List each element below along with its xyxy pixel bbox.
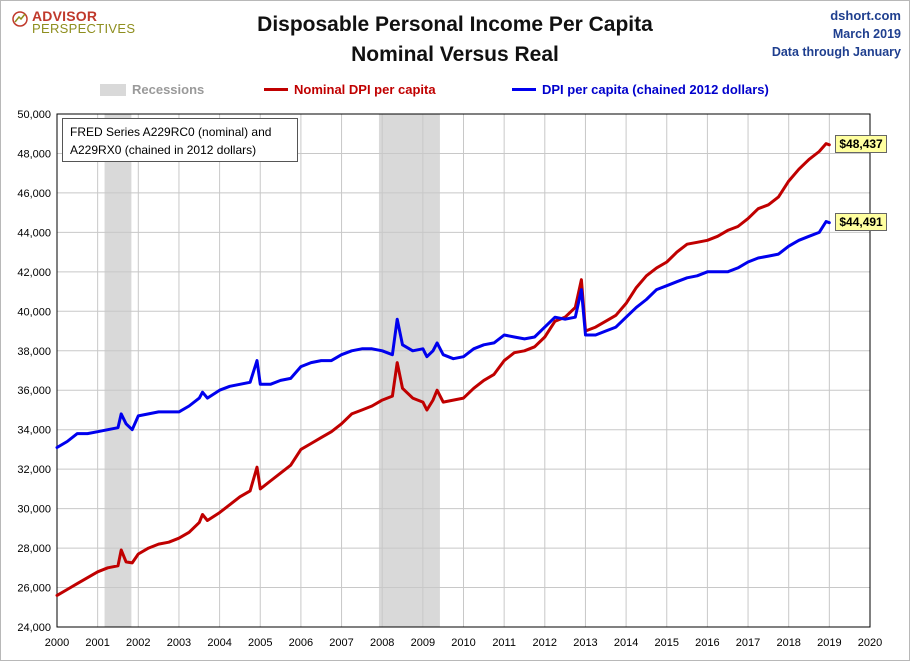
source-date: March 2019 <box>832 27 901 41</box>
recession-band <box>378 114 440 627</box>
source-site: dshort.com <box>830 8 901 23</box>
source-note: FRED Series A229RC0 (nominal) and A229RX… <box>62 118 298 162</box>
chart-title-block: Disposable Personal Income Per Capita No… <box>0 10 910 70</box>
legend-swatch-nominal <box>264 88 288 91</box>
y-tick-label: 26,000 <box>17 583 51 595</box>
y-tick-label: 44,000 <box>17 227 51 239</box>
logo-text-advisor: ADVISOR <box>32 8 98 24</box>
y-tick-label: 36,000 <box>17 385 51 397</box>
y-tick-label: 50,000 <box>17 109 51 121</box>
source-note-line1: FRED Series A229RC0 (nominal) and <box>70 125 272 139</box>
x-tick-label: 2003 <box>167 637 191 649</box>
recession-band <box>104 114 132 627</box>
chart-subtitle: Nominal Versus Real <box>351 43 559 66</box>
x-tick-label: 2000 <box>45 637 69 649</box>
x-tick-label: 2005 <box>248 637 272 649</box>
plot-border <box>56 113 871 628</box>
x-tick-label: 2013 <box>573 637 597 649</box>
end-label-nominal: $48,437 <box>835 134 887 153</box>
source-through: Data through January <box>771 45 901 59</box>
x-tick-label: 2001 <box>85 637 109 649</box>
legend-swatch-recessions <box>100 83 126 96</box>
x-tick-label: 2018 <box>776 637 800 649</box>
source-block: dshort.com March 2019 Data through Janua… <box>772 7 901 61</box>
y-tick-label: 24,000 <box>17 622 51 634</box>
x-tick-label: 2015 <box>655 637 679 649</box>
x-tick-label: 2016 <box>695 637 719 649</box>
y-tick-label: 40,000 <box>17 306 51 318</box>
x-tick-label: 2020 <box>858 637 882 649</box>
x-tick-label: 2006 <box>289 637 313 649</box>
chart-legend: Recessions Nominal DPI per capita DPI pe… <box>0 82 910 102</box>
x-tick-label: 2010 <box>451 637 475 649</box>
x-tick-label: 2012 <box>533 637 557 649</box>
legend-label-recessions: Recessions <box>132 82 205 97</box>
legend-label-nominal: Nominal DPI per capita <box>294 82 436 97</box>
legend-item-real: DPI per capita (chained 2012 dollars) <box>512 82 769 97</box>
x-tick-label: 2019 <box>817 637 841 649</box>
legend-swatch-real <box>512 88 536 91</box>
y-tick-label: 38,000 <box>17 346 51 358</box>
series-line-nominal <box>55 142 831 597</box>
y-tick-label: 42,000 <box>17 267 51 279</box>
end-label-real: $44,491 <box>835 212 887 231</box>
x-tick-label: 2014 <box>614 637 638 649</box>
y-tick-label: 30,000 <box>17 504 51 516</box>
logo-icon <box>12 11 28 27</box>
x-tick-label: 2017 <box>736 637 760 649</box>
legend-item-nominal: Nominal DPI per capita <box>264 82 436 97</box>
y-tick-label: 48,000 <box>17 148 51 160</box>
series-line-real <box>55 220 831 449</box>
y-tick-label: 46,000 <box>17 188 51 200</box>
y-tick-label: 34,000 <box>17 425 51 437</box>
x-tick-label: 2008 <box>370 637 394 649</box>
y-tick-label: 32,000 <box>17 464 51 476</box>
x-tick-label: 2011 <box>492 637 516 649</box>
logo-text-perspectives: PERSPECTIVES <box>32 21 136 36</box>
x-tick-label: 2007 <box>329 637 353 649</box>
y-tick-label: 28,000 <box>17 543 51 555</box>
x-tick-label: 2002 <box>126 637 150 649</box>
source-note-line2: A229RX0 (chained in 2012 dollars) <box>70 143 257 157</box>
legend-item-recessions: Recessions <box>100 82 204 97</box>
x-tick-label: 2009 <box>411 637 435 649</box>
chart-title: Disposable Personal Income Per Capita <box>257 13 653 36</box>
legend-label-real: DPI per capita (chained 2012 dollars) <box>542 82 769 97</box>
x-tick-label: 2004 <box>207 637 231 649</box>
